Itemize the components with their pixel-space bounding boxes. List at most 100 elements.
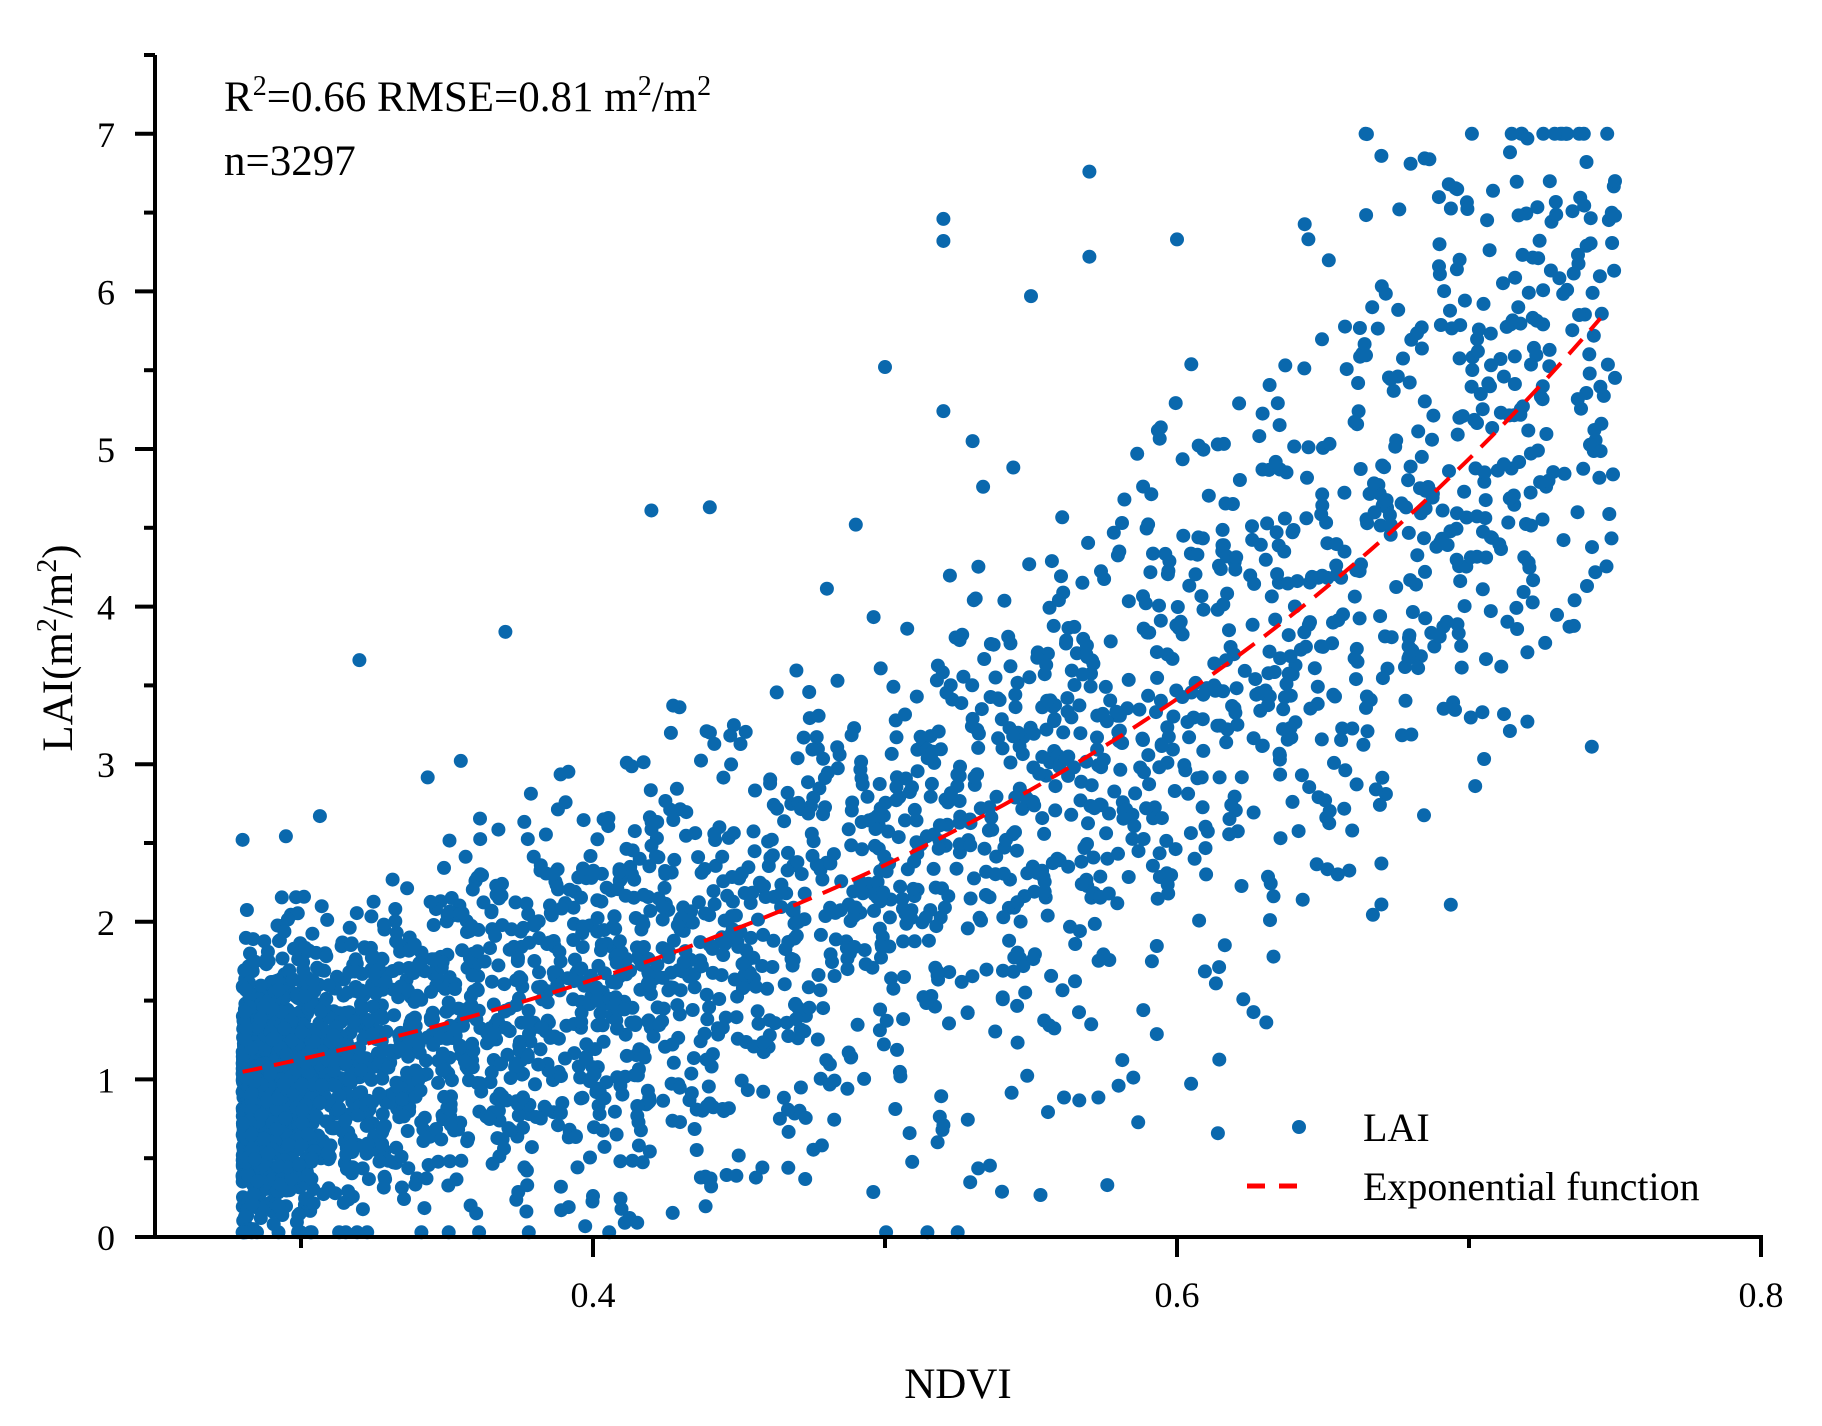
- data-point: [1020, 866, 1035, 881]
- data-point: [730, 1031, 745, 1046]
- data-point: [1268, 454, 1283, 469]
- data-point: [1277, 544, 1292, 559]
- legend-dot-marker: [1292, 1120, 1306, 1134]
- data-point: [1115, 516, 1129, 530]
- data-point: [1538, 635, 1553, 650]
- data-point: [477, 954, 492, 969]
- data-point: [656, 1001, 671, 1016]
- data-point: [665, 1205, 680, 1220]
- data-point: [1479, 652, 1493, 667]
- data-point: [1229, 550, 1244, 565]
- data-point: [655, 899, 670, 914]
- data-point: [1037, 826, 1052, 841]
- data-point: [509, 998, 524, 1012]
- data-point: [1128, 786, 1143, 801]
- data-point: [989, 789, 1004, 804]
- data-point: [1338, 319, 1352, 334]
- data-point: [1339, 362, 1354, 377]
- data-point: [364, 909, 379, 924]
- data-point: [671, 1030, 686, 1045]
- data-point: [724, 757, 739, 772]
- data-point: [1208, 976, 1223, 991]
- data-point: [906, 881, 921, 896]
- data-point: [801, 980, 816, 995]
- data-point: [1431, 190, 1446, 205]
- data-point: [1521, 423, 1536, 438]
- data-point: [289, 1215, 304, 1230]
- data-point: [314, 1078, 329, 1093]
- data-point: [354, 1063, 368, 1078]
- data-point: [613, 1154, 628, 1169]
- data-point: [599, 880, 614, 895]
- data-point: [876, 885, 891, 900]
- data-point: [1457, 599, 1472, 614]
- data-point: [1228, 705, 1243, 720]
- data-point: [1216, 684, 1231, 699]
- data-point: [898, 771, 913, 786]
- data-point: [777, 977, 792, 992]
- data-point: [646, 1029, 661, 1044]
- data-point: [473, 811, 487, 826]
- data-point: [781, 845, 795, 860]
- data-point: [931, 841, 946, 856]
- data-point: [1113, 762, 1128, 777]
- data-point: [1469, 509, 1484, 524]
- data-point: [594, 894, 609, 909]
- data-point: [1035, 749, 1050, 764]
- data-point: [1358, 126, 1373, 141]
- data-point: [1521, 555, 1536, 570]
- data-point: [1285, 794, 1300, 809]
- data-point: [687, 980, 702, 995]
- data-point: [566, 974, 581, 989]
- data-point: [289, 890, 303, 905]
- data-point: [1582, 366, 1597, 381]
- data-point: [553, 1179, 568, 1194]
- data-point: [882, 910, 897, 925]
- data-point: [1153, 420, 1168, 435]
- data-point: [658, 1039, 672, 1054]
- data-point: [607, 909, 622, 924]
- data-point: [492, 891, 507, 906]
- data-point: [1433, 318, 1448, 332]
- data-point: [1074, 854, 1089, 869]
- data-point: [1067, 619, 1082, 634]
- data-point: [1565, 204, 1580, 219]
- data-point: [1536, 317, 1551, 332]
- data-point: [521, 1014, 535, 1029]
- data-point: [374, 1044, 389, 1059]
- data-point: [336, 1195, 351, 1210]
- data-point: [1259, 1015, 1274, 1030]
- data-point: [1117, 492, 1132, 507]
- data-point: [348, 952, 363, 967]
- y-tick-label: 7: [97, 115, 115, 155]
- data-point: [269, 1122, 284, 1137]
- data-point: [1212, 770, 1227, 785]
- data-point: [1061, 859, 1076, 874]
- data-point: [498, 1021, 513, 1035]
- data-point: [1252, 686, 1267, 700]
- data-point: [529, 1110, 544, 1124]
- data-point: [1091, 1090, 1106, 1105]
- data-point: [1351, 376, 1366, 390]
- data-point: [1210, 718, 1225, 733]
- data-point: [516, 1090, 530, 1105]
- data-point: [757, 879, 771, 893]
- data-point: [1572, 308, 1587, 322]
- data-point: [583, 849, 598, 863]
- data-point: [905, 1154, 920, 1169]
- data-point: [396, 1109, 411, 1124]
- data-point: [586, 863, 601, 878]
- data-point: [521, 1003, 536, 1018]
- data-point: [1389, 580, 1404, 594]
- data-point: [1448, 702, 1462, 717]
- data-point: [579, 1052, 594, 1067]
- data-point: [1032, 766, 1047, 781]
- data-point: [1222, 623, 1236, 638]
- data-point: [656, 1093, 671, 1108]
- data-point: [1577, 198, 1592, 213]
- data-point: [789, 1012, 803, 1027]
- data-point: [873, 661, 888, 676]
- data-point: [244, 1128, 259, 1142]
- data-point: [702, 1000, 717, 1015]
- data-point: [1600, 357, 1615, 372]
